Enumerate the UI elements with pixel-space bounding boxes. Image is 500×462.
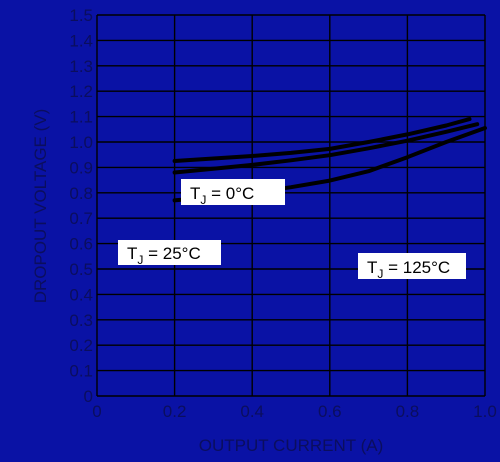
x-tick-label: 0.4 [240,402,264,421]
y-tick-label: 0.8 [69,184,93,203]
x-tick-label: 0.8 [396,402,420,421]
y-tick-label: 1.1 [69,108,93,127]
y-tick-label: 0.7 [69,209,93,228]
x-axis-label: OUTPUT CURRENT (A) [199,436,384,455]
series-annotations: TJ = 0°C TJ = 25°C TJ = 125°C [118,179,466,281]
x-tick-label: 0.2 [163,402,187,421]
series-label-box [118,240,221,265]
y-tick-label: 1.5 [69,6,93,25]
y-tick-label: 0.3 [69,311,93,330]
series-label-text: TJ = 0°C [190,184,254,207]
y-tick-label: 0.6 [69,235,93,254]
series-label-box [358,253,466,279]
x-tick-label: 0 [92,402,101,421]
series-label-box [181,179,285,205]
series-label-1: TJ = 25°C [118,240,221,267]
tick-labels: 0 0.2 0.4 0.6 0.8 1.0 0 0.1 0.2 0.3 0.4 0.5 0.6 0.7 0.… [69,6,496,421]
y-tick-label: 0.2 [69,336,93,355]
y-tick-label: 1.4 [69,31,93,50]
y-tick-label: 0.4 [69,285,93,304]
y-tick-label: 0.1 [69,362,93,381]
grid-lines [96,14,486,397]
series-label-0: TJ = 0°C [181,179,285,207]
y-tick-label: 1.0 [69,133,93,152]
x-tick-label: 0.6 [318,402,342,421]
series-line-0 [172,117,472,163]
y-tick-label: 0.5 [69,260,93,279]
series-line-1 [172,122,480,175]
x-tick-label: 1.0 [473,402,497,421]
y-tick-label: 1.2 [69,82,93,101]
series-label-text: TJ = 25°C [127,244,201,267]
series-label-text: TJ = 125°C [367,258,450,281]
series-label-2: TJ = 125°C [358,253,466,281]
y-tick-label: 1.3 [69,57,93,76]
y-axis-label: DROPOUT VOLTAGE (V) [31,109,50,304]
plot-area-background [97,15,485,396]
y-tick-label: 0 [84,387,93,406]
y-tick-label: 0.9 [69,158,93,177]
